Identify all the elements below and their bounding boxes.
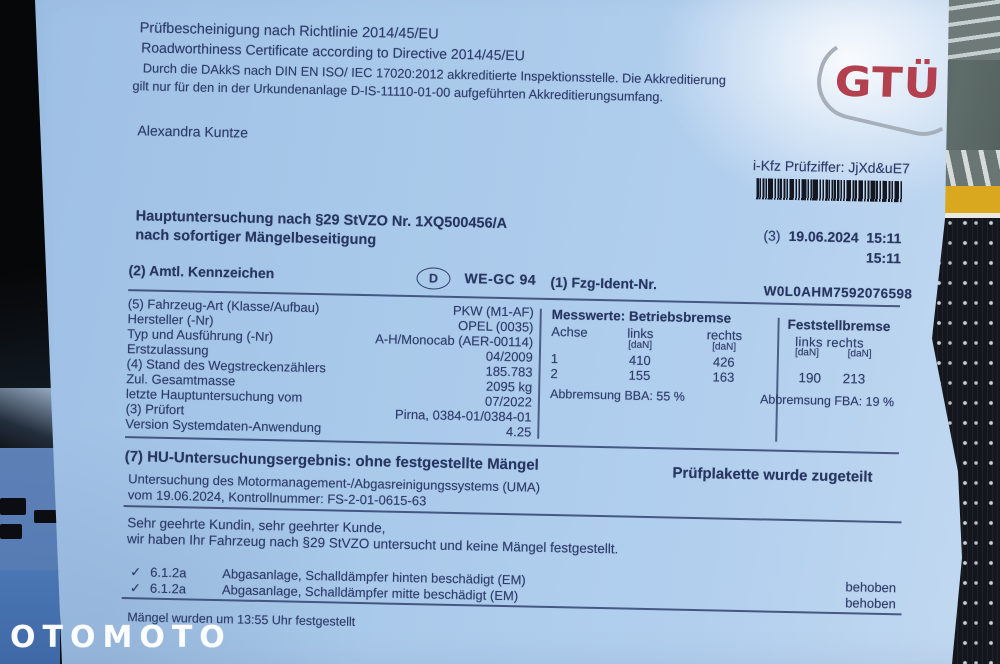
background-left-object: [0, 448, 64, 578]
service-brake-title: Messwerte: Betriebsbremse: [551, 306, 732, 326]
otomoto-watermark: OTOMOTO: [10, 620, 232, 655]
inspector-name: Alexandra Kuntze: [137, 122, 249, 141]
background-blue-bottom-left: [0, 570, 60, 664]
inspection-subtitle: nach sofortiger Mängelbeseitigung: [135, 227, 377, 249]
vin-value: W0L0AHM7592076598: [763, 283, 913, 302]
unit-rechts: [daN]: [847, 348, 872, 360]
value-rechts: 163: [712, 369, 735, 385]
axle: 2: [550, 365, 558, 382]
pruefziffer: i-Kfz Prüfziffer: JjXd&uE7: [752, 157, 910, 177]
service-brake-table: Achse links rechts [daN] [daN] 1 410 426…: [550, 324, 769, 386]
row-label: Version Systemdaten-Anwendung: [125, 416, 322, 436]
divider-vertical-1: [537, 308, 542, 439]
license-plate: WE-GC 94: [464, 270, 537, 288]
row-value: 2095 kg: [485, 378, 533, 395]
date-value: 19.06.2024: [788, 227, 859, 246]
row-label: Erstzulassung: [126, 341, 209, 358]
kennzeichen-label: (2) Amtl. Kennzeichen: [128, 262, 275, 282]
row-value: 185.783: [485, 363, 533, 380]
table-row: 2 155 163: [550, 366, 768, 386]
plakette-note: Prüfplakette wurde zugeteilt: [672, 464, 873, 486]
row-label: (3) Prüfort: [125, 401, 185, 418]
date-label: (3): [763, 227, 781, 244]
background-letter-fragment: [0, 498, 26, 515]
col-achse: Achse: [551, 323, 588, 340]
barcode-icon: [756, 178, 903, 203]
row-value: 04/2009: [485, 348, 534, 365]
time-value-2: 15:11: [865, 249, 902, 267]
parking-brake-values: 190 213: [798, 370, 866, 387]
parking-brake-title: Feststellbremse: [787, 316, 891, 335]
row-value: 4.25: [505, 424, 532, 440]
gtu-logo-text: GTÜ: [833, 56, 943, 108]
checkmark-icon: ✓: [130, 564, 142, 580]
certificate-content: Prüfbescheinigung nach Richtlinie 2014/4…: [112, 12, 963, 664]
defect-status: behoben: [845, 579, 897, 596]
time-value-1: 15:11: [866, 229, 902, 247]
inspection-date: (3) 19.06.2024 15:11: [741, 227, 901, 246]
gtu-logo: GTÜ: [809, 32, 963, 144]
value-links: 155: [628, 367, 651, 384]
row-value: 07/2022: [484, 393, 533, 410]
defect-status: behoben: [845, 595, 896, 612]
value-links: 410: [628, 352, 651, 369]
vehicle-data-table: (5) Fahrzeug-Art (Klasse/Aufbau) PKW (M1-…: [125, 296, 534, 439]
defect-code: 6.1.2a: [149, 580, 187, 597]
parking-brake-units: [daN] [daN]: [795, 347, 872, 360]
result-heading: (7) HU-Untersuchungsergebnis: ohne festg…: [124, 448, 540, 474]
certificate-title-en: Roadworthiness Certificate according to …: [141, 39, 525, 64]
certificate-title-de: Prüfbescheinigung nach Richtlinie 2014/4…: [139, 20, 439, 43]
abbremsung-bba: Abbremsung BBA: 55 %: [549, 386, 686, 404]
spacer: [551, 339, 601, 352]
vin-label: (1) Fzg-Ident-Nr.: [550, 273, 658, 293]
background-letter-fragment: [34, 510, 60, 523]
axle: 1: [550, 350, 559, 367]
defect-code: 6.1.2a: [150, 564, 187, 581]
abbremsung-fba: Abbremsung FBA: 19 %: [759, 392, 895, 410]
background-letter-fragment: [0, 524, 22, 539]
unit-links: [daN]: [794, 347, 820, 359]
checkmark-icon: ✓: [129, 580, 142, 596]
row-value: PKW (M1-AF): [452, 302, 534, 320]
row-value: Pirna, 0384-01/0384-01: [394, 406, 532, 425]
country-oval: D: [416, 267, 451, 290]
row-value: OPEL (0035): [457, 318, 534, 335]
divider-vertical-2: [775, 317, 780, 442]
